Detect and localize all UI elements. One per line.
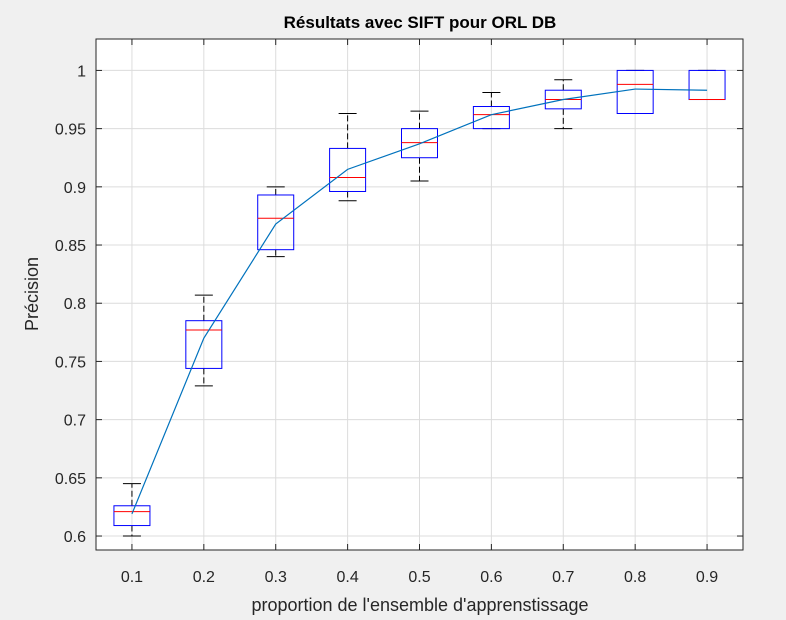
- mean-line: [131, 88, 708, 515]
- y-tick-label: 0.65: [55, 471, 86, 488]
- y-tick-label: 1: [77, 63, 86, 80]
- box-item: [688, 69, 726, 101]
- x-tick-label: 0.4: [336, 569, 358, 586]
- box-rect: [401, 128, 438, 159]
- y-tick-label: 0.95: [55, 122, 86, 139]
- box-rect: [113, 505, 151, 527]
- x-tick-label: 0.5: [408, 569, 430, 586]
- y-tick-label: 0.6: [64, 529, 86, 546]
- boxes: [113, 69, 726, 537]
- box-rect: [185, 320, 223, 369]
- box-item: [257, 186, 295, 258]
- mean-line-group: [131, 88, 708, 515]
- box-item: [185, 294, 223, 387]
- y-axis-ticks: 0.6 0.65 0.7 0.75 0.8 0.85 0.9 0.95 1: [55, 63, 743, 546]
- chart-title: Résultats avec SIFT pour ORL DB: [284, 13, 557, 32]
- box-rect: [329, 147, 367, 192]
- x-axis-ticks: 0.1 0.2 0.3 0.4 0.5 0.6 0.7 0.8 0.9: [121, 39, 718, 586]
- box-item: [113, 483, 151, 537]
- x-axis-label: proportion de l'ensemble d'apprenstissag…: [251, 595, 588, 615]
- x-tick-label: 0.3: [265, 569, 287, 586]
- x-tick-label: 0.2: [193, 569, 215, 586]
- x-tick-label: 0.8: [624, 569, 646, 586]
- x-tick-label: 0.7: [552, 569, 574, 586]
- y-tick-label: 0.75: [55, 354, 86, 371]
- box-item: [401, 110, 438, 182]
- y-tick-label: 0.8: [64, 296, 86, 313]
- y-axis-label: Précision: [22, 257, 42, 331]
- box-rect: [257, 194, 295, 251]
- y-tick-label: 0.85: [55, 238, 86, 255]
- x-tick-label: 0.9: [696, 569, 718, 586]
- x-tick-label: 0.1: [121, 569, 143, 586]
- y-tick-label: 0.9: [64, 180, 86, 197]
- x-tick-label: 0.6: [480, 569, 502, 586]
- box-item: [329, 112, 367, 202]
- y-tick-label: 0.7: [64, 413, 86, 430]
- box-rect: [472, 106, 510, 130]
